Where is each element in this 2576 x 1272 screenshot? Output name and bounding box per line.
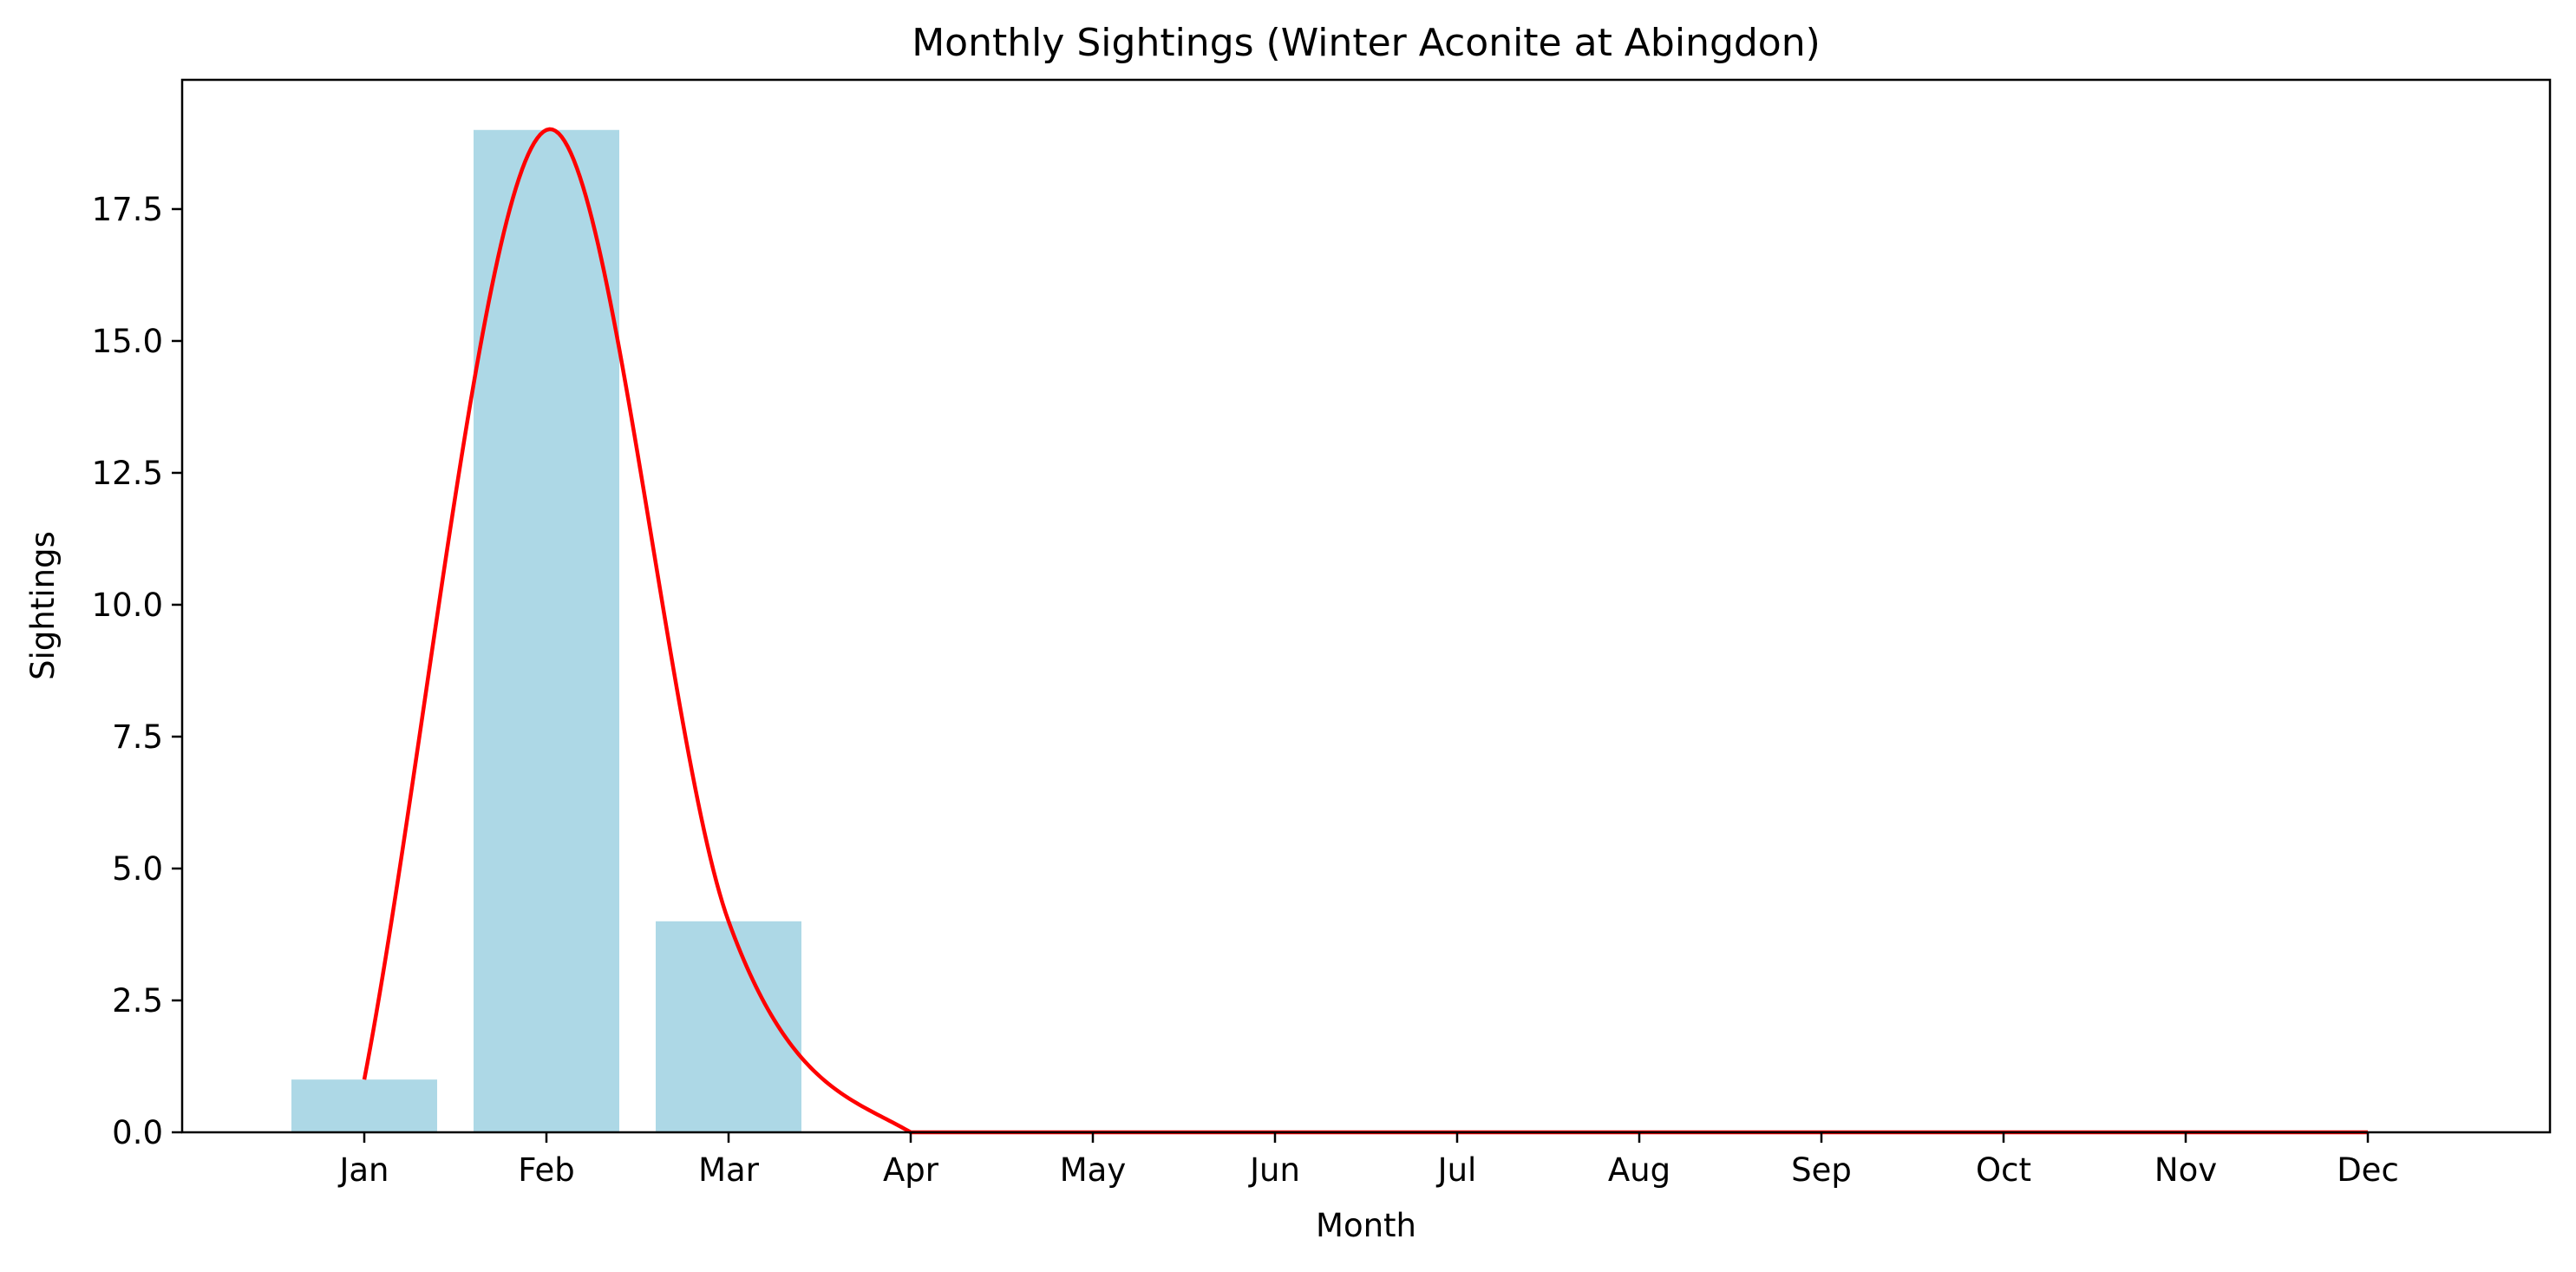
- y-tick-label: 0.0: [112, 1114, 163, 1151]
- bar-feb: [474, 129, 619, 1132]
- y-tick-label: 10.0: [92, 587, 163, 624]
- y-tick-label: 17.5: [92, 191, 163, 228]
- x-axis-label: Month: [1316, 1207, 1416, 1244]
- x-tick-label-aug: Aug: [1608, 1151, 1670, 1189]
- x-tick-label-jul: Jul: [1436, 1151, 1477, 1189]
- bar-jan: [291, 1079, 437, 1132]
- chart-title: Monthly Sightings (Winter Aconite at Abi…: [912, 21, 1821, 65]
- y-axis-label: Sightings: [24, 531, 62, 680]
- x-tick-label-dec: Dec: [2337, 1151, 2399, 1189]
- x-tick-label-mar: Mar: [698, 1151, 760, 1189]
- y-tick-label: 5.0: [112, 850, 163, 888]
- x-tick-label-sep: Sep: [1791, 1151, 1852, 1189]
- y-tick-label: 7.5: [112, 718, 163, 756]
- x-tick-label-jun: Jun: [1248, 1151, 1300, 1189]
- y-tick-label: 15.0: [92, 323, 163, 360]
- x-tick-label-jan: Jan: [337, 1151, 389, 1189]
- bars-group: [291, 129, 801, 1132]
- y-tick-label: 12.5: [92, 455, 163, 492]
- x-tick-label-may: May: [1060, 1151, 1127, 1189]
- x-tick-label-feb: Feb: [518, 1151, 575, 1189]
- plot-area-frame: [180, 78, 2552, 1134]
- x-axis: Jan Feb Mar Apr May Jun Jul Aug Sep Oct Nov Dec: [337, 1132, 2399, 1189]
- y-axis: 0.0 2.5 5.0 7.5 10.0 12.5 15.0 17.5: [92, 191, 182, 1151]
- y-tick-label: 2.5: [112, 982, 163, 1020]
- x-tick-label-oct: Oct: [1976, 1151, 2031, 1189]
- x-tick-label-nov: Nov: [2154, 1151, 2217, 1189]
- x-tick-label-apr: Apr: [883, 1151, 939, 1189]
